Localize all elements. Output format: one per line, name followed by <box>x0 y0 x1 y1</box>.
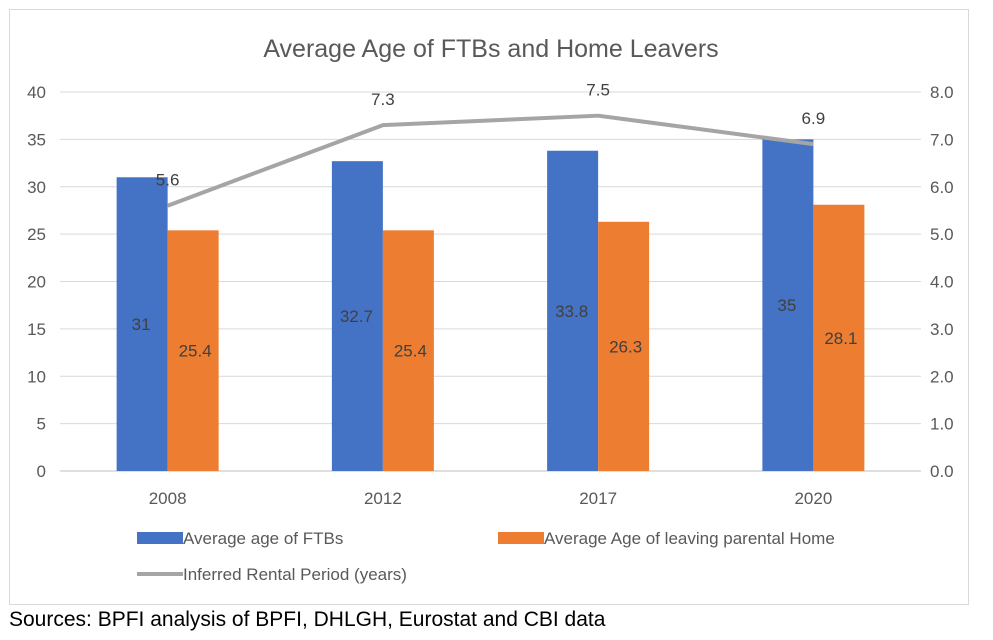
rental-period-line <box>166 113 814 208</box>
y-left-tick-label: 0 <box>37 462 46 481</box>
bar-data-label: 35 <box>777 296 796 315</box>
legend: Average age of FTBs Average Age of leavin… <box>137 529 835 584</box>
bars <box>116 139 865 472</box>
y-right-tick-label: 6.0 <box>930 178 954 197</box>
y-axis-left: 0 5 10 15 20 25 30 35 40 <box>27 83 46 481</box>
y-right-tick-label: 4.0 <box>930 273 954 292</box>
y-left-tick-label: 20 <box>27 273 46 292</box>
bar-data-label: 25.4 <box>179 342 212 361</box>
legend-swatch <box>137 532 183 544</box>
y-left-tick-label: 35 <box>27 130 46 149</box>
y-right-tick-label: 2.0 <box>930 367 954 386</box>
bar-data-label: 28.1 <box>824 329 857 348</box>
line-data-label: 7.3 <box>371 90 395 109</box>
line-data-label: 7.5 <box>586 81 610 100</box>
y-right-tick-label: 3.0 <box>930 320 954 339</box>
bar-ftb <box>331 161 383 472</box>
y-left-tick-label: 15 <box>27 320 46 339</box>
legend-label: Average Age of leaving parental Home <box>544 529 835 548</box>
line-data-label: 6.9 <box>802 109 826 128</box>
chart-title: Average Age of FTBs and Home Leavers <box>263 35 718 63</box>
bar-ftb <box>762 139 814 471</box>
rental-line <box>166 113 814 208</box>
bar-data-label: 31 <box>132 315 151 334</box>
y-left-tick-label: 10 <box>27 367 46 386</box>
chart-frame: Average Age of FTBs and Home Leavers 0 5 1… <box>9 9 969 605</box>
legend-label: Inferred Rental Period (years) <box>183 565 407 584</box>
x-tick-label: 2017 <box>579 489 617 508</box>
source-note: Sources: BPFI analysis of BPFI, DHLGH, E… <box>9 608 606 631</box>
bar-leaving-home <box>167 230 219 471</box>
x-tick-label: 2008 <box>149 489 187 508</box>
bar-ftb <box>547 150 599 471</box>
y-right-tick-label: 8.0 <box>930 83 954 102</box>
x-tick-label: 2012 <box>364 489 402 508</box>
legend-swatch <box>498 532 544 544</box>
y-right-tick-label: 5.0 <box>930 225 954 244</box>
line-data-label: 5.6 <box>156 171 180 190</box>
bar-data-label: 25.4 <box>394 342 427 361</box>
y-axis-right: 0.0 1.0 2.0 3.0 4.0 5.0 6.0 7.0 8.0 <box>930 83 954 481</box>
y-right-tick-label: 7.0 <box>930 130 954 149</box>
data-labels: 31 25.4 32.7 25.4 33.8 26.3 35 28.1 5.6 7.3 7.5 6.9 <box>132 81 858 361</box>
bar-data-label: 32.7 <box>340 307 373 326</box>
chart: Average Age of FTBs and Home Leavers 0 5 1… <box>27 35 954 584</box>
x-axis: 2008 2012 2017 2020 <box>149 489 833 508</box>
y-left-tick-label: 40 <box>27 83 46 102</box>
bar-leaving-home <box>382 230 434 471</box>
bar-ftb <box>116 177 168 471</box>
x-tick-label: 2020 <box>794 489 832 508</box>
y-left-tick-label: 25 <box>27 225 46 244</box>
y-right-tick-label: 0.0 <box>930 462 954 481</box>
bar-data-label: 26.3 <box>609 337 642 356</box>
bar-leaving-home <box>813 204 865 471</box>
y-left-tick-label: 30 <box>27 178 46 197</box>
bar-data-label: 33.8 <box>555 302 588 321</box>
y-left-tick-label: 5 <box>37 415 46 434</box>
legend-label: Average age of FTBs <box>183 529 343 548</box>
bar-leaving-home <box>598 221 650 471</box>
y-right-tick-label: 1.0 <box>930 415 954 434</box>
